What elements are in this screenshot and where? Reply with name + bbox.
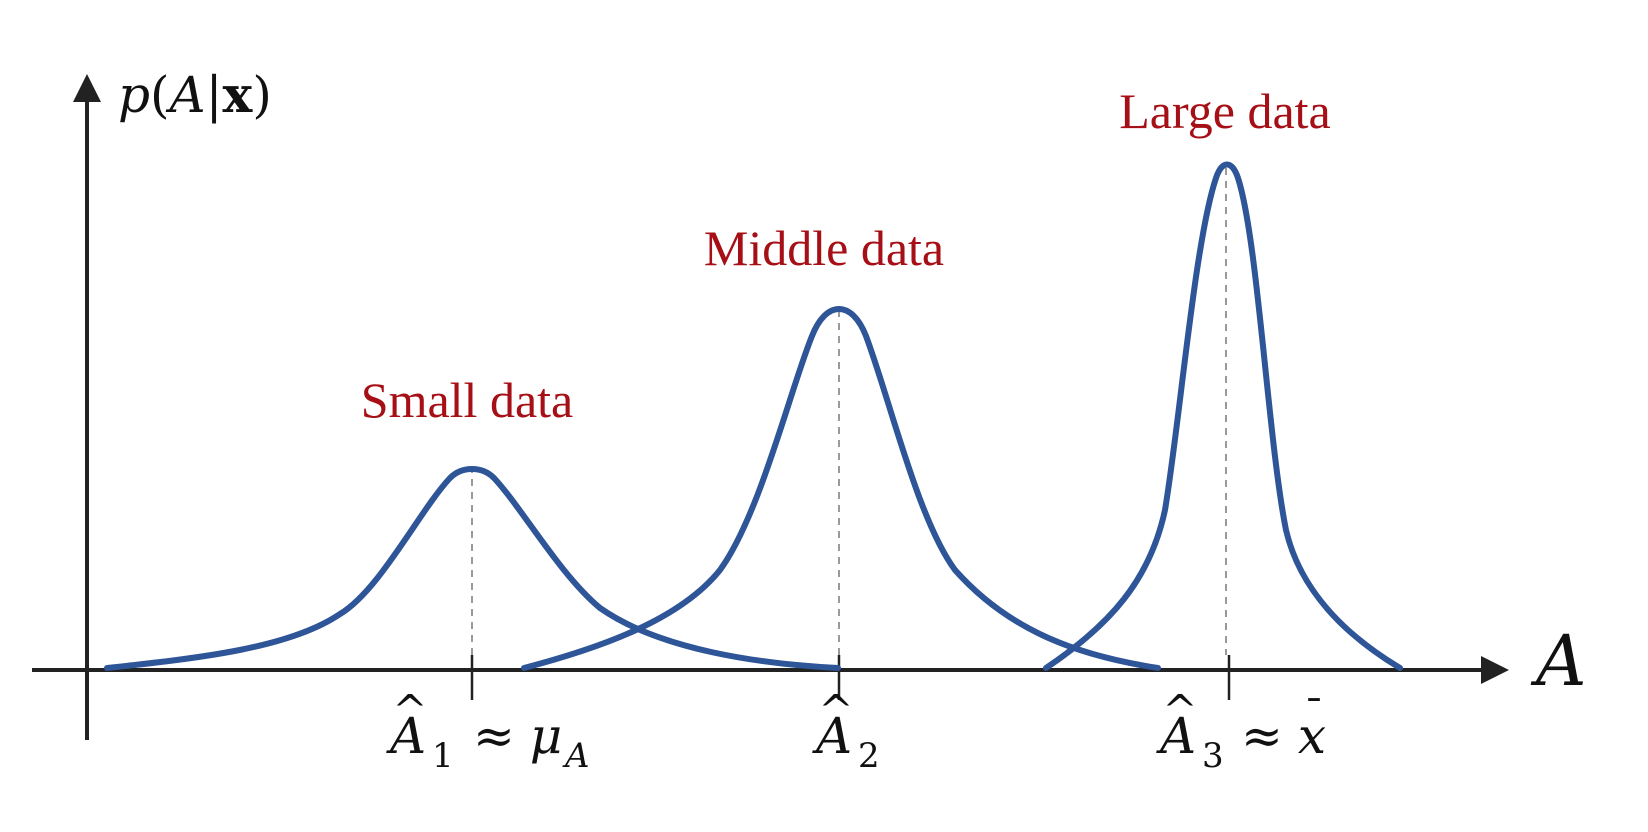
tick-1-sub: 1	[432, 736, 454, 776]
y-label-bar: |	[206, 66, 223, 124]
tick-3-rhs-bar: ¯	[1304, 692, 1324, 738]
tick-label-3: ^ A 3 ≈ ¯ x	[1156, 686, 1326, 776]
tick-label-1: ^ A 1 ≈ μ A	[386, 686, 590, 776]
label-middle-data: Middle data	[704, 220, 944, 276]
curve-large-data	[1043, 161, 1403, 671]
x-axis-label: A	[1530, 620, 1587, 702]
tick-2-symbol: A	[812, 707, 852, 765]
label-large-data: Large data	[1119, 83, 1330, 139]
tick-label-2: ^ A 2	[812, 686, 880, 776]
label-small-data: Small data	[361, 372, 573, 428]
tick-1-rhs: μ	[530, 707, 563, 765]
y-label-open: (	[150, 66, 170, 124]
tick-1-symbol: A	[386, 707, 426, 765]
tick-3-hat: ^	[1162, 686, 1197, 735]
y-axis-label: p(A|x)	[118, 65, 272, 124]
y-label-p: p	[118, 66, 150, 124]
tick-3-symbol: A	[1156, 707, 1196, 765]
y-label-a: A	[166, 66, 206, 124]
tick-1-hat: ^	[392, 686, 427, 735]
tick-2-hat: ^	[818, 686, 853, 735]
tick-1-rhs-sub: A	[562, 736, 590, 776]
tick-3-sub: 3	[1202, 736, 1224, 776]
tick-3-rhs: x	[1298, 707, 1326, 765]
y-label-close: )	[252, 66, 272, 124]
tick-2-sub: 2	[858, 736, 880, 776]
curve-middle-data	[521, 306, 1161, 671]
y-label-x: x	[223, 65, 254, 124]
curve-small-data	[104, 466, 841, 671]
tick-1-approx: ≈	[473, 707, 515, 765]
tick-3-approx: ≈	[1241, 707, 1283, 765]
